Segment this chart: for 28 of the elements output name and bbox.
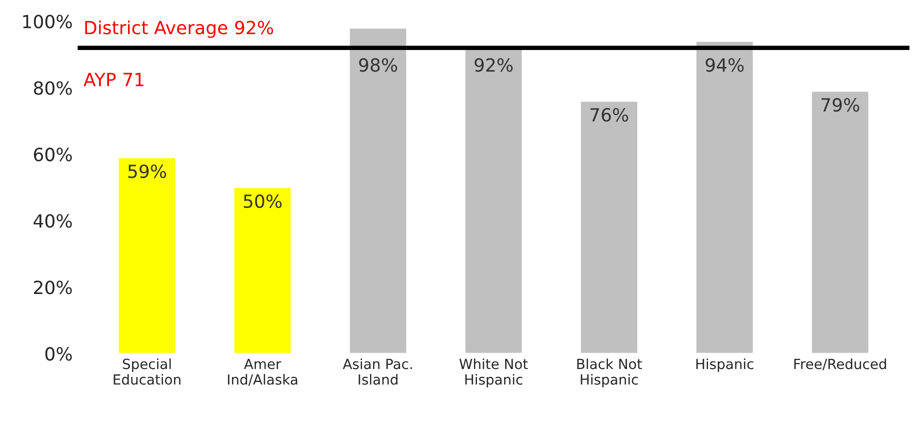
data-label: 98% — [359, 58, 398, 72]
y-tick-label: 80% — [34, 81, 72, 95]
bar — [232, 186, 292, 354]
y-tick-label: 40% — [34, 214, 72, 228]
bar — [348, 27, 408, 354]
bar — [117, 156, 177, 354]
y-tick-label: 100% — [23, 14, 72, 28]
x-tick-label: White Not Hispanic — [459, 358, 528, 388]
y-tick-label: 20% — [34, 280, 72, 294]
x-tick-label: Free/Reduced — [794, 358, 886, 370]
x-tick-label: Special Education — [114, 358, 180, 385]
data-label: 92% — [474, 58, 513, 72]
data-label: 50% — [244, 194, 282, 208]
x-tick-label: Hispanic — [696, 358, 754, 372]
bar — [695, 40, 754, 354]
y-tick-label: 60% — [34, 148, 72, 162]
data-label: 79% — [822, 98, 860, 112]
data-label: 59% — [128, 164, 166, 178]
x-tick-label: Amer Ind/Alaska — [228, 358, 298, 386]
x-tick-label: Asian Pac. Island — [342, 358, 412, 385]
y-tick-label: 0% — [45, 347, 72, 361]
ref-line-label: District Average 92% — [85, 20, 274, 38]
bar — [810, 90, 870, 354]
annotation: AYP 71 — [84, 72, 144, 86]
data-label: 94% — [706, 58, 744, 72]
x-tick-label: Black Not Hispanic — [577, 358, 642, 388]
data-label: 76% — [590, 108, 628, 122]
bar — [580, 100, 639, 354]
